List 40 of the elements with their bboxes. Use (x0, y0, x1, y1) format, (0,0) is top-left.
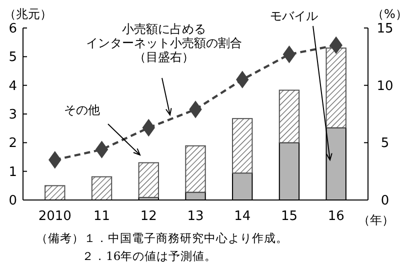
bar (91, 176, 112, 200)
y2-tick-label: 10 (376, 78, 394, 94)
point (330, 36, 342, 54)
y-tick-label: 0 (8, 194, 17, 209)
x-axis-title: （年） (358, 213, 394, 227)
x-tick-label: 16 (328, 209, 344, 224)
x-tick-label: 2010 (38, 209, 72, 224)
point (282, 46, 296, 64)
y-tick-label: 2 (8, 136, 17, 152)
point (189, 100, 202, 118)
bar (278, 90, 300, 144)
y2-tick-label: 5 (380, 136, 390, 152)
text: モバイル (270, 9, 318, 23)
y2-tick-label: 15 (376, 22, 394, 37)
bar (44, 185, 66, 200)
y-tick-label: 3 (8, 108, 17, 123)
y2-axis-title: （%） (372, 7, 403, 21)
y-tick-label: 5 (8, 50, 17, 66)
y-axis-title: （兆元） (4, 7, 52, 21)
point (142, 118, 156, 137)
x-tick-label: 15 (280, 209, 298, 224)
text: （備考）１．中国電子商務研究中心より作成。 (36, 231, 288, 245)
series-label: 小売額に占めるインターネット小売額の割合（目盛右） (86, 22, 242, 64)
x-tick-label: 13 (187, 209, 204, 224)
bar (232, 118, 253, 174)
x-tick-label: 12 (140, 209, 157, 224)
y-tick-label: 6 (8, 22, 17, 37)
text: その他 (64, 103, 100, 117)
bar (326, 48, 346, 128)
y-tick-label: 4 (8, 78, 17, 94)
y2-tick-label: 0 (380, 194, 390, 209)
text: ２．16年の値は予測値。 (82, 249, 217, 263)
point (48, 151, 62, 169)
y-tick-label: 1 (8, 164, 17, 180)
bar (185, 145, 206, 193)
x-tick-label: 14 (234, 209, 251, 224)
bar (138, 162, 159, 198)
x-tick-label: 11 (93, 209, 110, 224)
point (236, 70, 249, 88)
point (95, 140, 108, 158)
